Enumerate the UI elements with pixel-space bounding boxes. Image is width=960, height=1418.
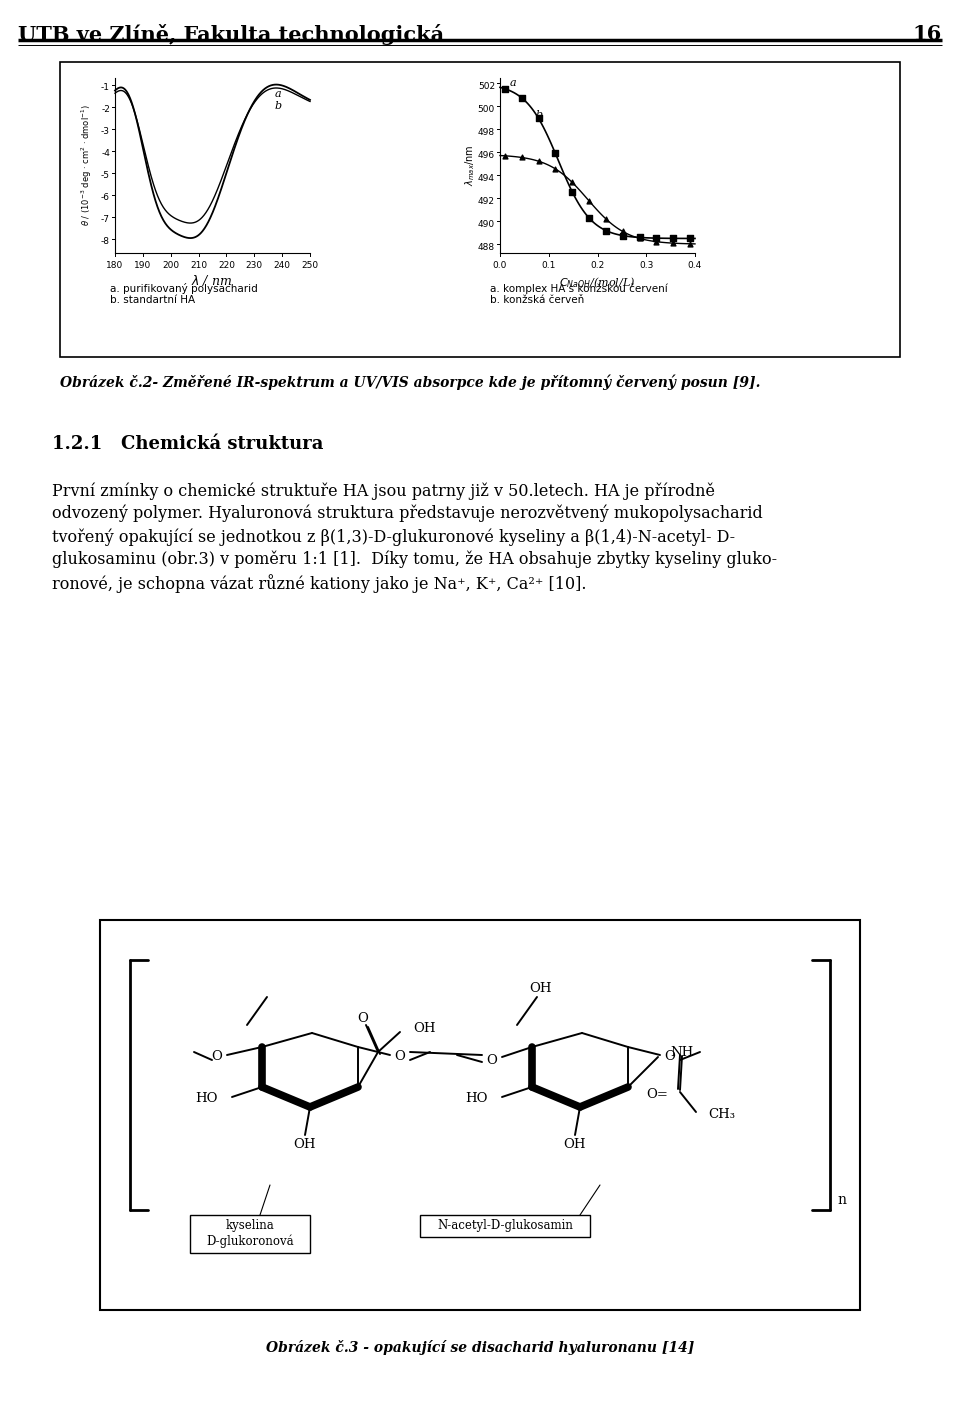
Text: a: a bbox=[275, 89, 281, 99]
Point bbox=[615, 220, 631, 242]
Text: UTB ve Zlíně, Fakulta technologická: UTB ve Zlíně, Fakulta technologická bbox=[18, 24, 444, 45]
Text: a: a bbox=[510, 78, 516, 88]
Text: b: b bbox=[535, 111, 542, 121]
Text: -2: -2 bbox=[101, 105, 110, 115]
Text: glukosaminu (obr.3) v poměru 1:1 [1].  Díky tomu, že HA obsahuje zbytky kyseliny: glukosaminu (obr.3) v poměru 1:1 [1]. Dí… bbox=[52, 552, 778, 569]
Text: O: O bbox=[487, 1054, 497, 1066]
Point bbox=[582, 207, 597, 230]
Point bbox=[598, 220, 613, 242]
Point bbox=[514, 146, 529, 169]
Text: -1: -1 bbox=[101, 84, 110, 92]
Text: OH: OH bbox=[529, 983, 551, 995]
Bar bbox=[60, 62, 900, 357]
Text: 494: 494 bbox=[478, 174, 495, 183]
Text: b. konžská červeň: b. konžská červeň bbox=[490, 295, 585, 305]
Point bbox=[582, 190, 597, 213]
Text: a. komplex HA s konžskou červení: a. komplex HA s konžskou červení bbox=[490, 284, 668, 294]
Text: O: O bbox=[395, 1051, 405, 1064]
Point bbox=[649, 227, 664, 250]
Text: -5: -5 bbox=[101, 172, 110, 180]
Point bbox=[615, 224, 631, 247]
Text: 0.3: 0.3 bbox=[639, 261, 654, 269]
Text: -8: -8 bbox=[101, 237, 110, 247]
Point bbox=[683, 227, 698, 250]
Text: O=: O= bbox=[646, 1089, 668, 1102]
Text: HO: HO bbox=[196, 1092, 218, 1106]
Text: 490: 490 bbox=[478, 220, 495, 228]
Point bbox=[665, 227, 681, 250]
Text: 0.1: 0.1 bbox=[541, 261, 556, 269]
Text: tvořený opakující se jednotkou z β(1,3)-D-glukuronové kyseliny a β(1,4)-N-acetyl: tvořený opakující se jednotkou z β(1,3)-… bbox=[52, 527, 735, 546]
Point bbox=[564, 180, 580, 203]
Text: 498: 498 bbox=[478, 128, 495, 136]
Text: 250: 250 bbox=[301, 261, 319, 269]
Text: D-glukoronová: D-glukoronová bbox=[206, 1234, 294, 1248]
Text: -3: -3 bbox=[101, 128, 110, 136]
Text: OH: OH bbox=[413, 1022, 436, 1035]
Text: b. standartní HA: b. standartní HA bbox=[110, 295, 195, 305]
Text: 230: 230 bbox=[246, 261, 263, 269]
Text: HO: HO bbox=[466, 1092, 488, 1106]
Text: -7: -7 bbox=[101, 216, 110, 224]
Text: Obrázek č.2- Změřené IR-spektrum a UV/VIS absorpce kde je přítomný červený posun: Obrázek č.2- Změřené IR-spektrum a UV/VI… bbox=[60, 374, 760, 390]
Bar bbox=[420, 1215, 590, 1236]
Point bbox=[531, 150, 546, 173]
Point bbox=[598, 207, 613, 230]
Text: 500: 500 bbox=[478, 105, 495, 113]
Point bbox=[683, 233, 698, 255]
Point bbox=[564, 172, 580, 194]
Text: 190: 190 bbox=[134, 261, 152, 269]
Text: CH₃: CH₃ bbox=[708, 1109, 735, 1122]
Text: $\theta$ / (10$^{-3}$ deg · cm$^2$ · dmol$^{-1}$): $\theta$ / (10$^{-3}$ deg · cm$^2$ · dmo… bbox=[80, 104, 94, 225]
Text: $\lambda$ / nm: $\lambda$ / nm bbox=[191, 274, 232, 288]
Text: -6: -6 bbox=[101, 193, 110, 203]
Text: a. purifikovaný polysacharid: a. purifikovaný polysacharid bbox=[110, 284, 257, 294]
Text: kyselina: kyselina bbox=[226, 1218, 275, 1231]
Text: NH: NH bbox=[670, 1045, 693, 1058]
Text: odvozený polymer. Hyaluronová struktura představuje nerozvětvený mukopolysachari: odvozený polymer. Hyaluronová struktura … bbox=[52, 505, 763, 522]
Text: -4: -4 bbox=[101, 149, 110, 159]
Point bbox=[548, 157, 564, 180]
Text: Obrázek č.3 - opakující se disacharid hyaluronanu [14]: Obrázek č.3 - opakující se disacharid hy… bbox=[266, 1340, 694, 1356]
Text: 488: 488 bbox=[478, 242, 495, 252]
Text: 180: 180 bbox=[107, 261, 124, 269]
Text: OH: OH bbox=[564, 1139, 587, 1151]
Text: $C_{NaOH}$/(mol/L): $C_{NaOH}$/(mol/L) bbox=[559, 275, 636, 289]
Text: 0.2: 0.2 bbox=[590, 261, 605, 269]
Point bbox=[632, 227, 647, 250]
Text: O: O bbox=[211, 1051, 223, 1064]
Point bbox=[531, 108, 546, 130]
Text: ronové, je schopna vázat různé kationy jako je Na⁺, K⁺, Ca²⁺ [10].: ronové, je schopna vázat různé kationy j… bbox=[52, 574, 587, 593]
Text: n: n bbox=[837, 1193, 847, 1207]
Text: $\lambda_{max}$/nm: $\lambda_{max}$/nm bbox=[463, 145, 477, 186]
Text: 200: 200 bbox=[162, 261, 180, 269]
Text: N-acetyl-D-glukosamin: N-acetyl-D-glukosamin bbox=[437, 1219, 573, 1232]
Point bbox=[649, 230, 664, 252]
Bar bbox=[100, 920, 860, 1310]
Text: b: b bbox=[275, 101, 282, 111]
Text: 1.2.1   Chemická struktura: 1.2.1 Chemická struktura bbox=[52, 435, 324, 452]
Text: 220: 220 bbox=[218, 261, 235, 269]
Text: 496: 496 bbox=[478, 150, 495, 160]
Point bbox=[548, 142, 564, 164]
Point bbox=[632, 225, 647, 248]
Point bbox=[514, 86, 529, 109]
Text: OH: OH bbox=[294, 1139, 316, 1151]
Text: 0.0: 0.0 bbox=[492, 261, 507, 269]
Point bbox=[497, 145, 513, 167]
Text: O: O bbox=[357, 1012, 369, 1025]
Text: 492: 492 bbox=[478, 197, 495, 206]
Text: 0.4: 0.4 bbox=[688, 261, 702, 269]
Text: První zmínky o chemické struktuře HA jsou patrny již v 50.letech. HA je přírodně: První zmínky o chemické struktuře HA jso… bbox=[52, 482, 715, 499]
Text: O: O bbox=[664, 1051, 676, 1064]
Point bbox=[665, 231, 681, 254]
Text: 16: 16 bbox=[913, 24, 942, 44]
Text: 240: 240 bbox=[274, 261, 291, 269]
Text: 210: 210 bbox=[190, 261, 207, 269]
Point bbox=[497, 78, 513, 101]
Bar bbox=[190, 1215, 310, 1254]
Text: 502: 502 bbox=[478, 82, 495, 91]
